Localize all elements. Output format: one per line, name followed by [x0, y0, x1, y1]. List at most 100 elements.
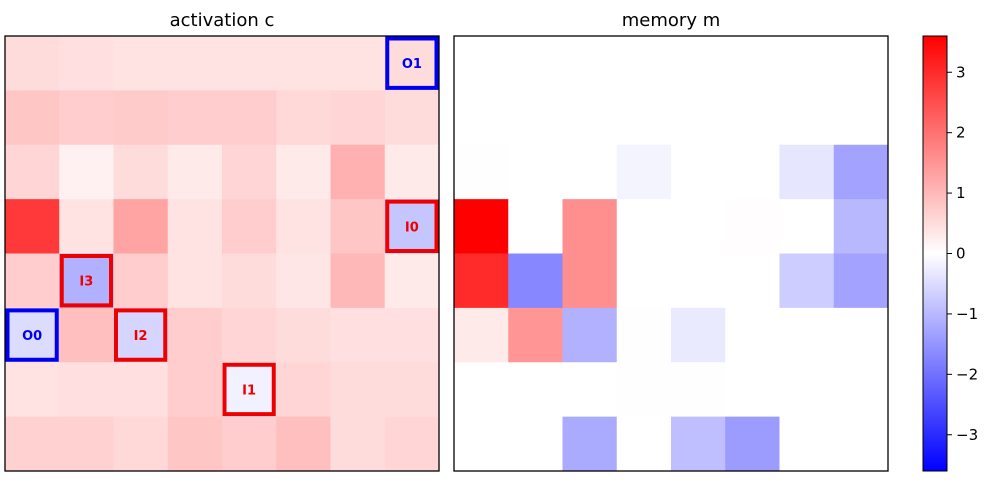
colorbar-tick-label-4: −1	[956, 305, 978, 323]
memory-cell-r6-c4	[671, 362, 726, 418]
activation-cell-r7-c1	[59, 416, 114, 472]
memory-cell-r3-c5	[725, 199, 780, 255]
activation-cell-r7-c3	[167, 416, 223, 472]
activation-cell-r5-c0	[5, 307, 60, 363]
activation-cell-r1-c5	[276, 90, 331, 146]
memory-cell-r7-c1	[508, 416, 563, 472]
annotation-box-i0	[385, 199, 439, 254]
colorbar-tick-label-3: 0	[956, 245, 966, 263]
memory-cell-r4-c7	[833, 253, 889, 309]
memory-cell-r3-c6	[779, 199, 835, 255]
activation-cell-r4-c0	[5, 253, 60, 309]
right-panel-frame	[453, 35, 889, 472]
memory-cell-r4-c3	[616, 253, 672, 309]
activation-cell-r0-c5	[276, 36, 331, 91]
activation-cell-r0-c1	[59, 36, 114, 91]
activation-cell-r5-c4	[222, 307, 277, 363]
memory-cell-r3-c3	[616, 199, 672, 255]
activation-cell-r3-c5	[276, 199, 331, 255]
annotation-label-o1: O1	[402, 57, 422, 72]
memory-cell-r5-c7	[833, 307, 889, 363]
activation-cell-r7-c6	[330, 416, 386, 472]
activation-cell-r1-c6	[330, 90, 386, 146]
activation-cell-r2-c7	[384, 144, 440, 200]
activation-cell-r5-c3	[167, 307, 223, 363]
memory-cell-r1-c3	[616, 90, 672, 146]
memory-cell-r0-c2	[562, 36, 618, 91]
activation-cell-r5-c7	[384, 307, 440, 363]
activation-cell-r5-c6	[330, 307, 386, 363]
annotation-box-i2	[114, 308, 168, 362]
activation-cell-r0-c6	[330, 36, 386, 91]
memory-cell-r1-c1	[508, 90, 563, 146]
memory-cell-r4-c2	[562, 253, 618, 309]
memory-cell-r0-c5	[725, 36, 780, 91]
activation-cell-r3-c4	[222, 199, 277, 255]
activation-cell-r4-c5	[276, 253, 331, 309]
memory-cell-r6-c5	[725, 362, 780, 418]
activation-cell-r1-c7	[384, 90, 440, 146]
memory-cell-r3-c4	[671, 199, 726, 255]
annotation-label-o0: O0	[22, 329, 42, 344]
activation-cell-r3-c3	[167, 199, 223, 255]
memory-cell-r5-c6	[779, 307, 835, 363]
annotation-box-o1	[385, 36, 439, 90]
memory-cell-r7-c0	[454, 416, 509, 472]
memory-cell-r0-c4	[671, 36, 726, 91]
memory-cell-r1-c7	[833, 90, 889, 146]
memory-cell-r1-c2	[562, 90, 618, 146]
annotation-box-i3	[59, 254, 113, 308]
activation-cell-r3-c6	[330, 199, 386, 255]
activation-cell-r7-c5	[276, 416, 331, 472]
memory-cell-r1-c0	[454, 90, 509, 146]
memory-cell-r3-c2	[562, 199, 618, 255]
memory-cell-r1-c4	[671, 90, 726, 146]
memory-cell-r4-c0	[454, 253, 509, 309]
memory-cell-r3-c1	[508, 199, 563, 255]
activation-cell-r2-c0	[5, 144, 60, 200]
memory-cell-r0-c0	[454, 36, 509, 91]
memory-cell-r2-c4	[671, 144, 726, 200]
activation-cell-r5-c2	[113, 307, 169, 363]
activation-cell-r7-c0	[5, 416, 60, 472]
memory-cell-r7-c3	[616, 416, 672, 472]
activation-cell-r0-c2	[113, 36, 169, 91]
memory-cell-r1-c5	[725, 90, 780, 146]
memory-cell-r2-c0	[454, 144, 509, 200]
annotation-box-o0	[5, 308, 59, 362]
memory-cell-r7-c7	[833, 416, 889, 472]
activation-cell-r1-c0	[5, 90, 60, 146]
activation-cell-r4-c1	[59, 253, 114, 309]
activation-cell-r6-c2	[113, 362, 169, 418]
activation-cell-r3-c2	[113, 199, 169, 255]
memory-cell-r7-c4	[671, 416, 726, 472]
activation-heatmap	[5, 36, 440, 472]
memory-cell-r5-c3	[616, 307, 672, 363]
memory-cell-r3-c0	[454, 199, 509, 255]
activation-cell-r1-c1	[59, 90, 114, 146]
activation-cell-r5-c1	[59, 307, 114, 363]
activation-cell-r2-c1	[59, 144, 114, 200]
activation-cell-r1-c4	[222, 90, 277, 146]
memory-cell-r2-c1	[508, 144, 563, 200]
activation-cell-r4-c7	[384, 253, 440, 309]
colorbar-ticks: 3 2 1 0 −1 −2 −3	[947, 63, 978, 444]
annotation-label-i2: I2	[134, 329, 148, 344]
colorbar-tick-label-5: −2	[956, 365, 978, 383]
colorbar-tick-label-6: −3	[956, 426, 978, 444]
memory-cell-r2-c5	[725, 144, 780, 200]
left-panel-frame	[4, 35, 440, 472]
activation-cell-r0-c4	[222, 36, 277, 91]
annotation-box-i1	[222, 362, 276, 417]
activation-cell-r2-c5	[276, 144, 331, 200]
activation-cell-r6-c3	[167, 362, 223, 418]
colorbar-tick-label-2: 1	[956, 184, 966, 202]
memory-cell-r6-c3	[616, 362, 672, 418]
annotation-label-i0: I0	[405, 220, 419, 235]
activation-cell-r1-c3	[167, 90, 223, 146]
annotation-label-i1: I1	[242, 383, 256, 398]
activation-cell-r5-c5	[276, 307, 331, 363]
activation-cell-r4-c2	[113, 253, 169, 309]
annotation-label-i3: I3	[79, 275, 93, 290]
